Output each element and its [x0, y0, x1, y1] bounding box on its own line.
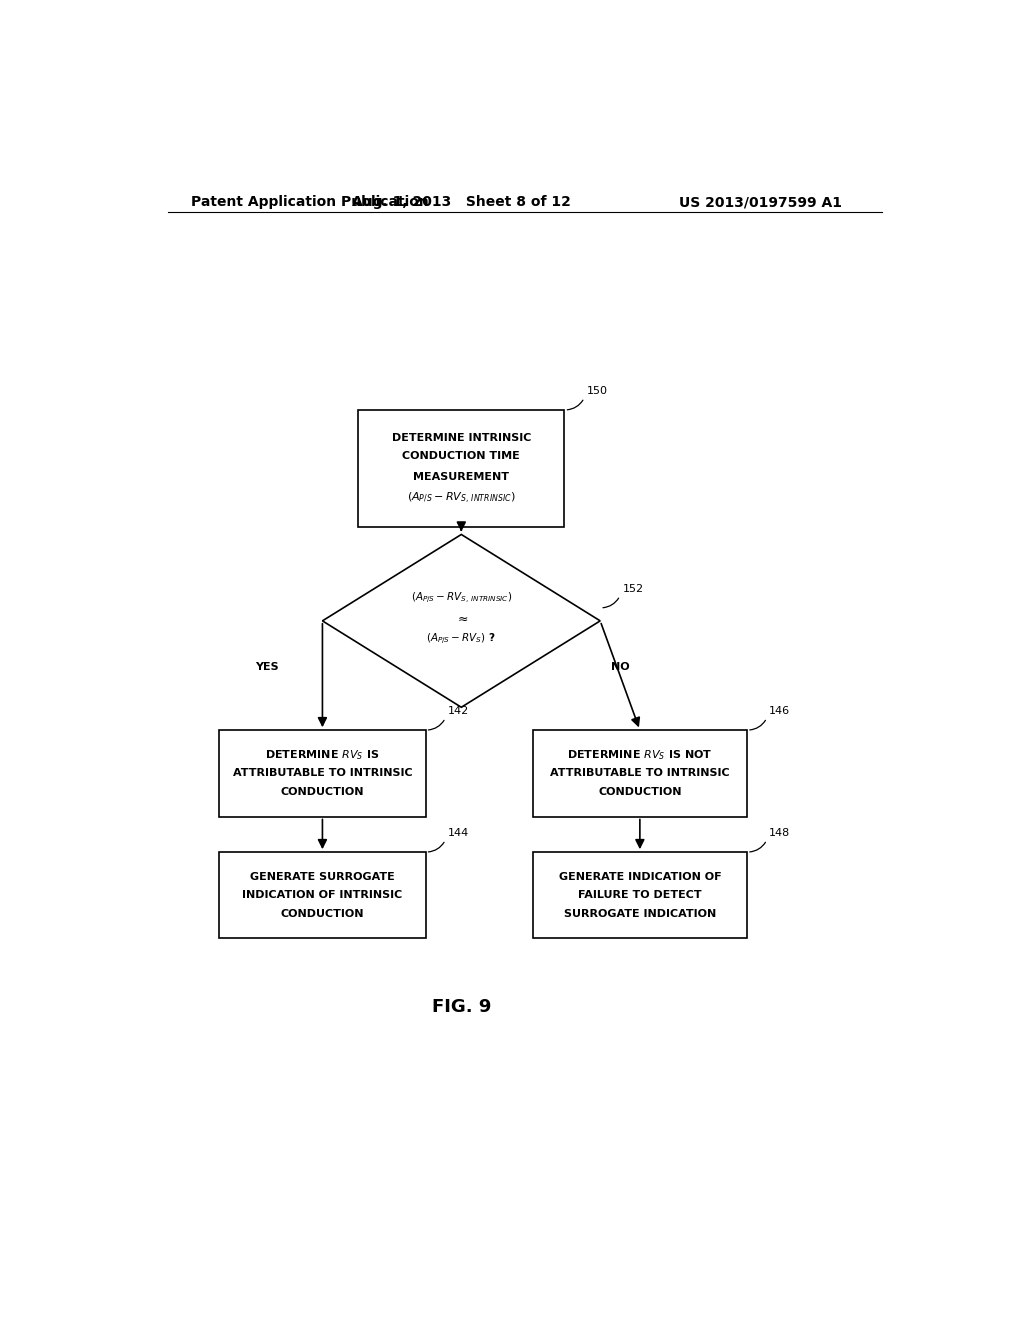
- Text: FAILURE TO DETECT: FAILURE TO DETECT: [579, 890, 701, 900]
- Text: ATTRIBUTABLE TO INTRINSIC: ATTRIBUTABLE TO INTRINSIC: [232, 768, 413, 779]
- Text: 148: 148: [769, 828, 791, 838]
- Text: FIG. 9: FIG. 9: [432, 998, 490, 1016]
- Text: INDICATION OF INTRINSIC: INDICATION OF INTRINSIC: [243, 890, 402, 900]
- Text: 146: 146: [769, 706, 791, 715]
- Text: CONDUCTION TIME: CONDUCTION TIME: [402, 451, 520, 461]
- Text: 144: 144: [447, 828, 469, 838]
- FancyBboxPatch shape: [219, 730, 426, 817]
- Text: DETERMINE $RV_S$ IS: DETERMINE $RV_S$ IS: [265, 748, 380, 762]
- Text: ATTRIBUTABLE TO INTRINSIC: ATTRIBUTABLE TO INTRINSIC: [550, 768, 730, 779]
- Text: CONDUCTION: CONDUCTION: [598, 787, 682, 796]
- FancyBboxPatch shape: [219, 853, 426, 939]
- Text: 152: 152: [623, 583, 643, 594]
- Text: 150: 150: [587, 385, 607, 396]
- Text: $(A_{P/S}-RV_{S,\,INTRINSIC})$: $(A_{P/S}-RV_{S,\,INTRINSIC})$: [411, 591, 512, 606]
- Text: $\approx$: $\approx$: [455, 611, 468, 624]
- Text: GENERATE INDICATION OF: GENERATE INDICATION OF: [558, 873, 721, 882]
- Text: SURROGATE INDICATION: SURROGATE INDICATION: [564, 908, 716, 919]
- FancyBboxPatch shape: [358, 411, 564, 527]
- Text: CONDUCTION: CONDUCTION: [281, 787, 365, 796]
- Text: 142: 142: [447, 706, 469, 715]
- Text: CONDUCTION: CONDUCTION: [281, 908, 365, 919]
- FancyBboxPatch shape: [532, 730, 748, 817]
- Text: Aug. 1, 2013   Sheet 8 of 12: Aug. 1, 2013 Sheet 8 of 12: [352, 195, 570, 209]
- Text: YES: YES: [255, 661, 279, 672]
- Text: NO: NO: [610, 661, 630, 672]
- Text: GENERATE SURROGATE: GENERATE SURROGATE: [250, 873, 395, 882]
- Text: $(A_{P/S}-RV_{S})$ ?: $(A_{P/S}-RV_{S})$ ?: [426, 631, 497, 647]
- Text: Patent Application Publication: Patent Application Publication: [191, 195, 429, 209]
- Text: DETERMINE $RV_S$ IS NOT: DETERMINE $RV_S$ IS NOT: [567, 748, 713, 762]
- Polygon shape: [323, 535, 600, 708]
- Text: $(A_{P/S}-RV_{S,\,INTRINSIC})$: $(A_{P/S}-RV_{S,\,INTRINSIC})$: [408, 491, 515, 507]
- Text: US 2013/0197599 A1: US 2013/0197599 A1: [679, 195, 842, 209]
- Text: DETERMINE INTRINSIC: DETERMINE INTRINSIC: [391, 433, 531, 444]
- FancyBboxPatch shape: [532, 853, 748, 939]
- Text: MEASUREMENT: MEASUREMENT: [414, 471, 509, 482]
